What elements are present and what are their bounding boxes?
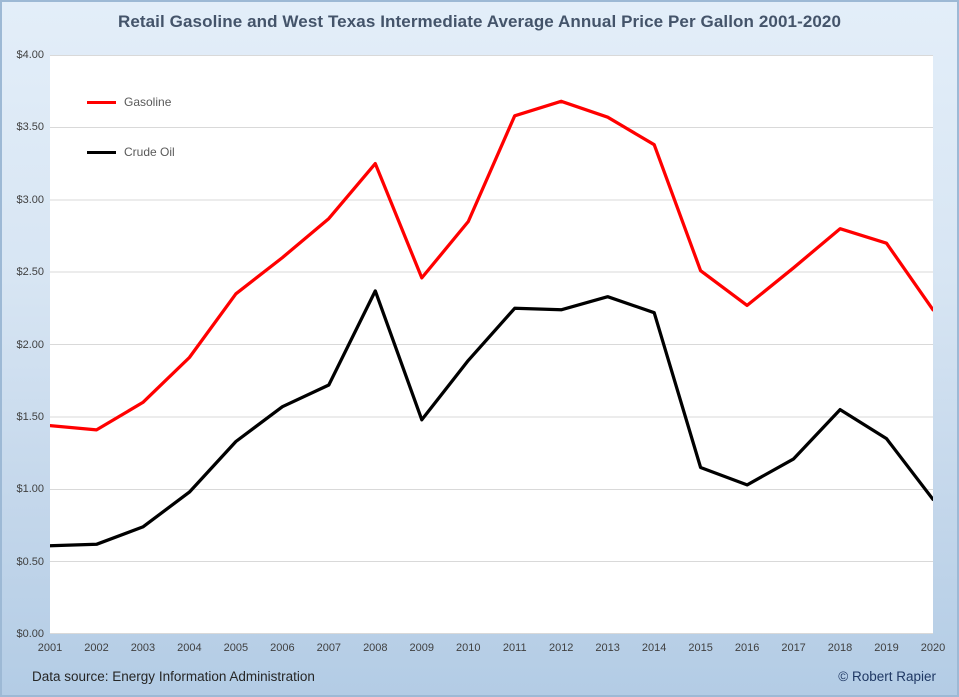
line-chart-canvas	[50, 55, 933, 634]
y-axis-tick-label: $1.00	[16, 483, 44, 496]
x-axis-tick-label: 2019	[874, 642, 899, 654]
x-axis-tick-label: 2015	[688, 642, 713, 654]
x-axis-tick-label: 2003	[130, 642, 156, 654]
x-axis-tick-label: 2007	[316, 642, 342, 654]
crude-oil-line	[50, 289, 933, 548]
legend: Gasoline Crude Oil	[87, 95, 175, 195]
chart-title: Retail Gasoline and West Texas Intermedi…	[117, 12, 842, 31]
y-axis-tick-label: $4.00	[16, 49, 44, 61]
crude-oil-line-swatch	[87, 150, 116, 154]
x-axis-tick-label: 2011	[502, 642, 527, 654]
data-source-note: Data source: Energy Information Administ…	[32, 669, 315, 684]
legend-item-crude-oil: Crude Oil	[87, 145, 175, 159]
x-axis-tick-label: 2020	[920, 642, 946, 654]
y-axis-tick-label: $3.00	[16, 193, 44, 206]
y-axis-tick-label: $1.50	[16, 410, 44, 423]
legend-label-crude-oil: Crude Oil	[124, 145, 175, 159]
x-axis-tick-label: 2013	[595, 642, 620, 654]
y-axis-tick-label: $2.50	[16, 266, 44, 279]
x-axis-tick-label: 2002	[84, 642, 109, 654]
copyright-note: © Robert Rapier	[838, 669, 936, 684]
plot-area: Gasoline Crude Oil	[50, 55, 933, 634]
x-axis-tick-label: 2005	[223, 642, 249, 654]
x-axis-tick-label: 2001	[37, 642, 63, 654]
x-axis-tick-label: 2014	[641, 642, 667, 654]
x-axis-tick-label: 2018	[827, 642, 853, 654]
x-axis-tick-label: 2008	[363, 642, 388, 654]
x-axis-tick-label: 2004	[177, 642, 202, 654]
y-axis-tick-label: $0.00	[16, 628, 44, 640]
x-axis-tick-label: 2017	[781, 642, 806, 654]
legend-item-gasoline: Gasoline	[87, 95, 175, 109]
y-axis-tick-label: $2.00	[16, 338, 44, 351]
gasoline-line	[50, 99, 933, 432]
x-axis-tick-label: 2010	[456, 642, 481, 654]
gasoline-line-swatch	[87, 100, 116, 104]
x-axis-tick-label: 2016	[734, 642, 760, 654]
y-axis-tick-label: $3.50	[16, 121, 44, 134]
x-axis-tick-label: 2012	[548, 642, 574, 654]
y-axis-tick-label: $0.50	[16, 555, 44, 568]
x-axis-tick-label: 2009	[409, 642, 435, 654]
x-axis-tick-label: 2006	[270, 642, 295, 654]
legend-label-gasoline: Gasoline	[124, 95, 172, 109]
